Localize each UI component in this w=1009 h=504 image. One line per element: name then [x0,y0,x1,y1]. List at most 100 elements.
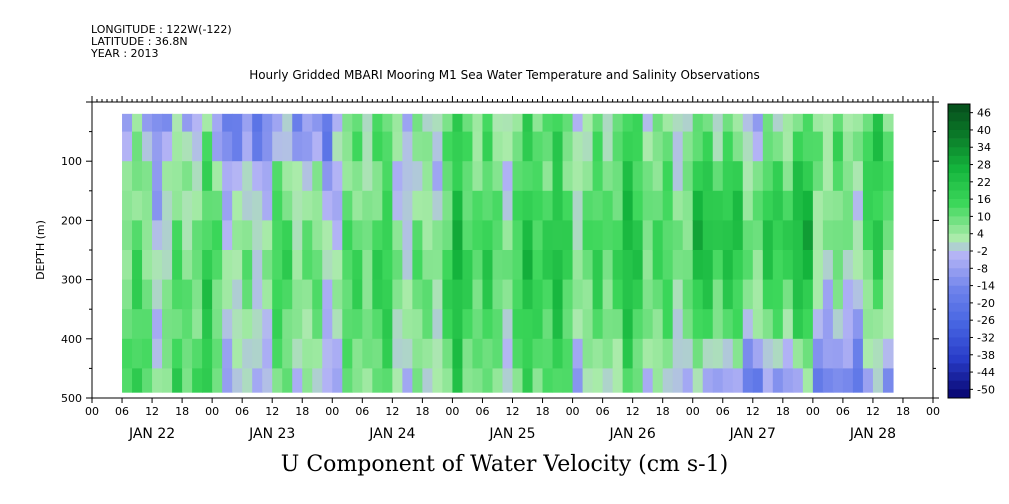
heatmap-cell [322,368,333,393]
heatmap-cell [572,190,584,221]
heatmap-cell [562,338,574,369]
heatmap-cell [682,131,694,162]
heatmap-cell [742,368,754,393]
heatmap-cell [512,250,524,281]
heatmap-cell [272,338,283,369]
heatmap-cell [172,220,183,251]
heatmap-cell [162,368,173,393]
heatmap-cell [662,309,674,340]
heatmap-cell [442,190,454,221]
heatmap-cell [752,250,764,281]
heatmap-cell [642,309,654,340]
heatmap-cell [202,368,213,393]
x-tick-label: 12 [145,405,159,418]
colorbar-swatch [948,129,970,139]
heatmap-cell [722,113,734,133]
heatmap-cell [852,131,864,162]
heatmap-cell [162,113,173,133]
heatmap-cell [612,250,624,281]
heatmap-cell [372,220,383,251]
heatmap-cell [722,309,734,340]
heatmap-cell [152,131,163,162]
heatmap-cell [582,279,594,310]
heatmap-cell [282,220,293,251]
heatmap-cell [592,161,604,192]
x-tick-label: 18 [896,405,910,418]
heatmap-cell [442,368,454,393]
heatmap-cell [582,368,594,393]
heatmap-cell [782,161,794,192]
heatmap-cell [142,250,153,281]
heatmap-cell [792,250,804,281]
heatmap-cell [242,220,253,251]
x-tick-label: 18 [656,405,670,418]
heatmap-cell [432,250,444,281]
heatmap-cell [212,250,223,281]
heatmap-cell [392,131,403,162]
heatmap-cell [842,220,854,251]
heatmap-cell [432,309,444,340]
heatmap-cell [422,279,433,310]
heatmap-cell [532,250,544,281]
heatmap-cell [692,161,704,192]
heatmap-cell [672,113,684,133]
heatmap-cell [472,113,484,133]
heatmap-cell [372,113,383,133]
heatmap-cell [802,250,814,281]
heatmap-cell [532,220,544,251]
heatmap-cell [302,161,313,192]
heatmap-cell [172,309,183,340]
heatmap-cell [482,279,494,310]
heatmap-cell [292,220,303,251]
heatmap-cell [882,338,894,369]
heatmap-cell [822,161,834,192]
heatmap-cell [312,131,323,162]
heatmap-cell [492,338,504,369]
heatmap-cell [622,279,634,310]
heatmap-cell [342,309,353,340]
heatmap-cell [792,279,804,310]
heatmap-cell [792,309,804,340]
heatmap-cell [372,131,383,162]
heatmap-cell [882,220,894,251]
heatmap-cell [402,113,413,133]
heatmap-cell [272,113,283,133]
heatmap-cell [412,338,423,369]
heatmap-cell [712,279,724,310]
heatmap-cell [222,309,233,340]
heatmap-cell [252,309,263,340]
colorbar-swatch [948,380,970,390]
heatmap-cell [582,113,594,133]
heatmap-cell [532,368,544,393]
heatmap-cell [152,368,163,393]
heatmap-cell [752,113,764,133]
heatmap-cell [812,190,824,221]
x-tick-label: 00 [926,405,940,418]
heatmap-cell [792,220,804,251]
heatmap-cell [882,131,894,162]
heatmap-cell [732,161,744,192]
heatmap-cell [332,190,343,221]
heatmap-cell [732,309,744,340]
heatmap-cell [662,250,674,281]
heatmap-cell [282,250,293,281]
heatmap-cell [822,131,834,162]
heatmap-cell [682,113,694,133]
heatmap-cell [732,190,744,221]
heatmap-cell [152,190,163,221]
heatmap-cell [792,131,804,162]
heatmap-cell [462,113,474,133]
heatmap-cell [272,309,283,340]
heatmap-cell [222,220,233,251]
heatmap-cell [362,279,373,310]
heatmap-cell [602,131,614,162]
heatmap-cell [192,368,203,393]
heatmap-cell [622,161,634,192]
heatmap-cell [182,368,193,393]
colorbar-label: -38 [977,349,995,362]
heatmap-cell [872,368,884,393]
colorbar-swatch [948,294,970,304]
heatmap-cell [402,190,413,221]
heatmap-cell [502,131,514,162]
heatmap-cell [482,220,494,251]
